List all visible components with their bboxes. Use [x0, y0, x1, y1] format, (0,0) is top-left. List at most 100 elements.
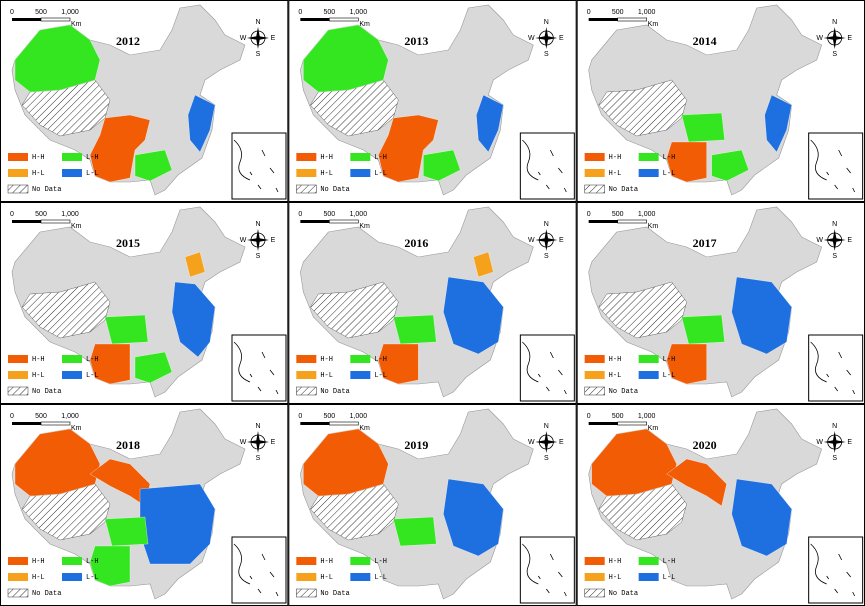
legend-label: L-L	[374, 574, 387, 582]
cluster-region	[89, 343, 131, 385]
scale-label: 500	[35, 413, 47, 420]
compass	[535, 238, 558, 242]
scale-label: 0	[10, 211, 14, 218]
legend-swatch	[638, 355, 659, 363]
scale-bar	[588, 220, 618, 223]
scale-label: 1,000	[350, 211, 368, 218]
scale-label: 500	[323, 9, 335, 16]
legend-label: L-L	[86, 372, 99, 380]
inset-frame	[231, 132, 287, 200]
legend-swatch	[350, 557, 371, 565]
scale-bar	[40, 219, 71, 224]
compass-letter: N	[544, 221, 549, 228]
scale-label: 0	[10, 413, 14, 420]
legend-swatch	[350, 169, 371, 177]
year-title: 2012	[116, 34, 140, 48]
legend-swatch	[62, 355, 82, 363]
cluster-region	[89, 545, 131, 587]
compass-letter: E	[847, 35, 852, 42]
compass	[535, 440, 558, 444]
cluster-region	[393, 516, 437, 547]
legend-label: No Data	[320, 186, 349, 194]
legend-swatch	[584, 153, 605, 161]
legend-label: No Data	[320, 590, 349, 598]
compass-letter: E	[559, 237, 564, 244]
legend-label: H-H	[320, 154, 333, 162]
legend-label: L-H	[86, 558, 99, 566]
legend-swatch	[296, 588, 317, 598]
map-panel: 0 500 1,000 Km 2020 N S W E H-H L-H H-L L-L No Data	[576, 404, 865, 606]
country-outline	[588, 4, 823, 196]
legend-swatch	[296, 184, 317, 194]
legend-label: No Data	[609, 388, 638, 396]
compass-letter: S	[256, 51, 261, 58]
scale-label: 0	[298, 413, 302, 420]
scale-bar	[329, 219, 359, 224]
cluster-region	[378, 114, 439, 183]
compass	[535, 36, 558, 40]
compass-letter: S	[544, 455, 549, 462]
scale-label: 500	[612, 211, 624, 218]
legend-label: H-H	[609, 356, 622, 364]
legend-label: L-H	[86, 154, 99, 162]
cluster-region	[443, 478, 504, 557]
compass-letter: E	[559, 35, 564, 42]
cluster-region	[187, 94, 216, 153]
legend-swatch	[584, 355, 605, 363]
compass-letter: S	[544, 253, 549, 260]
inset-coast	[810, 341, 856, 395]
cluster-region	[89, 114, 151, 183]
legend-swatch	[296, 573, 317, 581]
compass-letter: E	[847, 439, 852, 446]
scale-bar	[12, 18, 41, 21]
cluster-region	[134, 351, 173, 384]
legend-label: H-L	[609, 574, 622, 582]
scale-label: 1,000	[61, 413, 79, 420]
cluster-region	[14, 24, 101, 93]
legend-swatch	[62, 153, 82, 161]
cluster-region	[731, 478, 792, 557]
compass-letter: E	[271, 439, 276, 446]
map-panel: 0 500 1,000 Km 2018 N S W E H-H L-H H-L L-L No Data	[0, 404, 289, 606]
inset-frame	[231, 334, 287, 402]
scale-unit: Km	[648, 21, 659, 28]
scale-label: 500	[323, 413, 335, 420]
map-panel: 0 500 1,000 Km 2016 N S W E H-H L-H H-L L-L No Data	[288, 202, 577, 404]
legend-swatch	[638, 557, 659, 565]
cluster-region	[731, 276, 792, 355]
no-data-region	[21, 281, 111, 339]
scale-label: 0	[298, 211, 302, 218]
legend-label: L-L	[374, 372, 387, 380]
scale-label: 0	[587, 9, 591, 16]
legend-swatch	[584, 386, 605, 396]
legend-swatch	[584, 588, 605, 598]
legend-swatch	[584, 557, 605, 565]
legend-swatch	[584, 573, 605, 581]
legend-swatch	[8, 557, 28, 565]
cluster-region	[681, 112, 725, 143]
legend-label: L-H	[374, 356, 387, 364]
scale-unit: Km	[359, 21, 370, 28]
legend-label: H-H	[32, 356, 45, 364]
map-panel: 0 500 1,000 Km 2012 N S W E H-H L-H H-L L-L No Data	[0, 0, 289, 202]
legend-swatch	[7, 588, 29, 598]
scale-bar	[40, 17, 71, 22]
year-title: 2019	[404, 438, 428, 452]
compass-letter: E	[559, 439, 564, 446]
compass-letter: N	[832, 221, 837, 228]
legend-label: H-L	[609, 170, 622, 178]
map-panel: 0 500 1,000 Km 2015 N S W E H-H L-H H-L L-L No Data	[0, 202, 289, 404]
cluster-region	[681, 314, 725, 345]
scale-unit: Km	[359, 425, 370, 432]
compass-letter: N	[544, 19, 549, 26]
year-title: 2020	[693, 438, 717, 452]
compass-letter: E	[271, 35, 276, 42]
compass-letter: W	[816, 35, 823, 42]
legend-swatch	[62, 573, 82, 581]
legend-swatch	[350, 573, 371, 581]
legend-label: L-H	[663, 356, 676, 364]
scale-label: 1,000	[61, 9, 79, 16]
inset-frame	[519, 536, 575, 604]
compass-letter: S	[832, 51, 837, 58]
scale-unit: Km	[648, 425, 659, 432]
